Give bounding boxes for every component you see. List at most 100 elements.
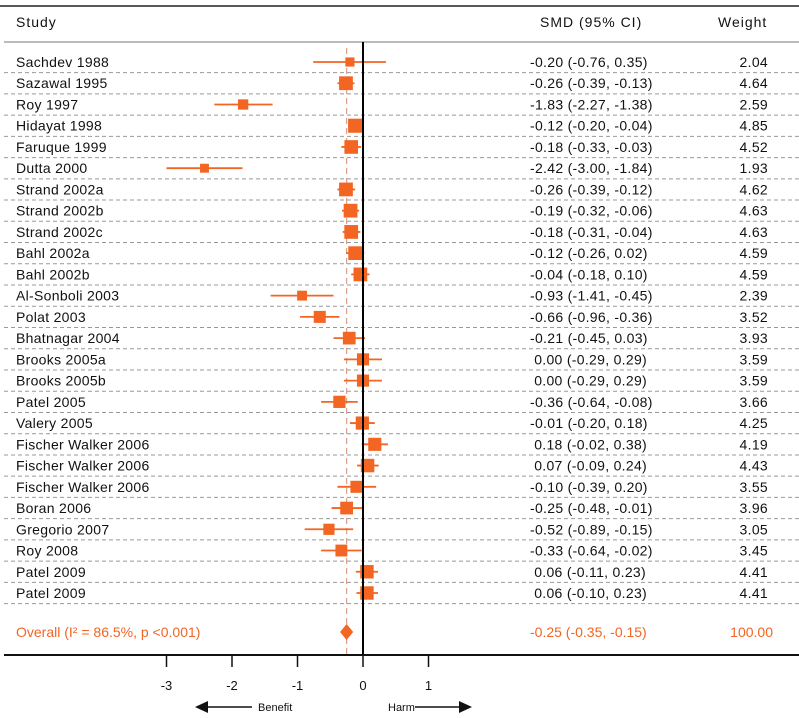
study-row: Roy 2008 -0.33 (-0.64, -0.02) 3.45 <box>4 543 799 562</box>
ci-text: -0.10 (-0.39, 0.20) <box>530 479 648 495</box>
study-row: Hidayat 1998 -0.12 (-0.20, -0.04) 4.85 <box>4 118 799 137</box>
study-label: Al-Sonboli 2003 <box>16 288 119 304</box>
ci-text: -0.26 (-0.39, -0.13) <box>530 75 653 91</box>
ci-text: 0.07 (-0.09, 0.24) <box>530 458 647 474</box>
study-label: Roy 1997 <box>16 96 78 112</box>
weight-value: 3.59 <box>740 351 768 367</box>
study-row: Patel 2005 -0.36 (-0.64, -0.08) 3.66 <box>4 394 799 413</box>
study-label: Sachdev 1988 <box>16 54 109 70</box>
effect-square-marker <box>297 290 308 301</box>
study-row: Al-Sonboli 2003 -0.93 (-1.41, -0.45) 2.39 <box>4 288 799 307</box>
ci-text: -0.52 (-0.89, -0.15) <box>530 521 653 537</box>
weight-value: 2.59 <box>740 96 768 112</box>
ci-text: -0.18 (-0.33, -0.03) <box>530 139 653 155</box>
harm-arrow-head-icon <box>459 701 472 713</box>
ci-text: 0.18 (-0.02, 0.38) <box>530 436 647 452</box>
study-row: Boran 2006 -0.25 (-0.48, -0.01) 3.96 <box>4 500 799 520</box>
effect-square-marker <box>323 523 335 535</box>
effect-square-marker <box>368 437 382 451</box>
study-label: Patel 2009 <box>16 564 86 580</box>
ci-text: -0.36 (-0.64, -0.08) <box>530 394 653 410</box>
effect-square-marker <box>348 246 362 261</box>
study-row: Gregorio 2007 -0.52 (-0.89, -0.15) 3.05 <box>4 521 799 541</box>
study-label: Bahl 2002b <box>16 266 90 282</box>
study-label: Brooks 2005a <box>16 351 106 367</box>
effect-square-marker <box>350 480 363 493</box>
weight-value: 3.66 <box>740 394 768 410</box>
effect-square-marker <box>344 140 359 154</box>
study-label: Hidayat 1998 <box>16 118 102 134</box>
study-label: Faruque 1999 <box>16 139 107 155</box>
ci-text: -0.21 (-0.45, 0.03) <box>530 330 648 346</box>
weight-value: 3.93 <box>740 330 768 346</box>
effect-square-marker <box>344 225 359 239</box>
study-row: Strand 2002a -0.26 (-0.39, -0.12) 4.62 <box>4 181 799 201</box>
study-label: Bhatnagar 2004 <box>16 330 120 346</box>
x-tick-label: 1 <box>425 678 432 693</box>
study-label: Gregorio 2007 <box>16 521 109 537</box>
study-row: Patel 2009 0.06 (-0.10, 0.23) 4.41 <box>4 585 799 605</box>
header-weight: Weight <box>718 14 767 30</box>
study-row: Valery 2005 -0.01 (-0.20, 0.18) 4.25 <box>4 415 799 435</box>
ci-text: 0.06 (-0.10, 0.23) <box>530 585 647 601</box>
ci-text: -1.83 (-2.27, -1.38) <box>530 96 653 112</box>
overall-label: Overall (I² = 86.5%, p <0.001) <box>16 624 200 640</box>
ci-text: -0.01 (-0.20, 0.18) <box>530 415 648 431</box>
weight-value: 4.59 <box>740 266 768 282</box>
effect-square-marker <box>353 267 368 282</box>
study-label: Patel 2009 <box>16 585 86 601</box>
study-row: Sachdev 1988 -0.20 (-0.76, 0.35) 2.04 <box>4 54 799 74</box>
study-label: Brooks 2005b <box>16 373 106 389</box>
effect-square-marker <box>342 331 356 345</box>
study-row: Polat 2003 -0.66 (-0.96, -0.36) 3.52 <box>4 309 799 328</box>
effect-square-marker <box>348 118 363 133</box>
ci-text: -0.26 (-0.39, -0.12) <box>530 181 653 197</box>
overall-diamond <box>340 624 354 640</box>
weight-value: 3.55 <box>740 479 768 495</box>
overall-weight: 100.00 <box>730 624 773 640</box>
study-label: Dutta 2000 <box>16 160 88 176</box>
ci-text: -0.12 (-0.26, 0.02) <box>530 245 648 261</box>
weight-value: 3.59 <box>740 373 768 389</box>
effect-square-marker <box>333 395 346 408</box>
study-row: Fischer Walker 2006 0.07 (-0.09, 0.24) 4.… <box>4 458 799 477</box>
ci-text: -2.42 (-3.00, -1.84) <box>530 160 653 176</box>
effect-square-marker <box>345 57 355 67</box>
study-label: Fischer Walker 2006 <box>16 436 150 452</box>
x-tick-label: -2 <box>226 678 238 693</box>
study-row: Strand 2002c -0.18 (-0.31, -0.04) 4.63 <box>4 224 799 244</box>
effect-square-marker <box>343 203 358 218</box>
effect-square-marker <box>360 458 375 473</box>
x-tick-label: -1 <box>292 678 304 693</box>
ci-text: 0.06 (-0.11, 0.23) <box>530 564 646 580</box>
weight-value: 4.19 <box>740 436 768 452</box>
weight-value: 1.93 <box>740 160 768 176</box>
study-row: Sazawal 1995 -0.26 (-0.39, -0.13) 4.64 <box>4 75 799 95</box>
weight-value: 2.04 <box>740 54 768 70</box>
ci-text: -0.93 (-1.41, -0.45) <box>530 288 653 304</box>
weight-value: 4.25 <box>740 415 768 431</box>
weight-value: 3.96 <box>740 500 768 516</box>
x-tick-label: 0 <box>359 678 366 693</box>
weight-value: 2.39 <box>740 288 768 304</box>
study-label: Valery 2005 <box>16 415 93 431</box>
study-label: Roy 2008 <box>16 543 78 559</box>
weight-value: 4.52 <box>740 139 768 155</box>
weight-value: 4.64 <box>740 75 768 91</box>
ci-text: -0.66 (-0.96, -0.36) <box>530 309 653 325</box>
overall-ci-text: -0.25 (-0.35, -0.15) <box>530 624 647 640</box>
study-row: Bahl 2002b -0.04 (-0.18, 0.10) 4.59 <box>4 266 799 286</box>
harm-label: Harm <box>388 702 415 714</box>
ci-text: 0.00 (-0.29, 0.29) <box>530 351 647 367</box>
study-label: Sazawal 1995 <box>16 75 108 91</box>
ci-text: -0.25 (-0.48, -0.01) <box>530 500 653 516</box>
study-label: Strand 2002c <box>16 224 103 240</box>
weight-value: 4.41 <box>740 585 768 601</box>
weight-value: 3.52 <box>740 309 768 325</box>
weight-value: 3.45 <box>740 543 768 559</box>
header-ci: SMD (95% CI) <box>540 14 642 30</box>
ci-text: -0.12 (-0.20, -0.04) <box>530 118 653 134</box>
weight-value: 4.43 <box>740 458 768 474</box>
ci-text: -0.19 (-0.32, -0.06) <box>530 203 653 219</box>
